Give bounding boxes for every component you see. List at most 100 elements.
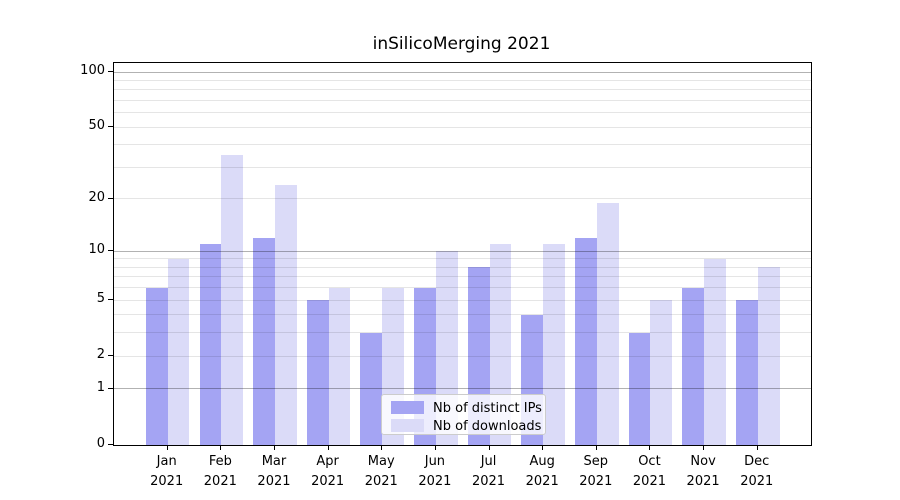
x-tick-label-year: 2021: [471, 474, 506, 489]
y-tick-label-20: 20: [88, 189, 105, 205]
x-tick-label-year: 2021: [364, 474, 398, 489]
bar-ips-sep: [575, 237, 597, 445]
x-tick-label-year: 2021: [740, 474, 774, 489]
y-tick-label-10: 10: [88, 242, 105, 258]
y-tick-mark-10: [108, 250, 113, 252]
x-tick-label-year: 2021: [632, 474, 666, 489]
gridline-80: [114, 89, 811, 91]
gridline-60: [114, 112, 811, 114]
x-tick-label-jun: Jun 2021: [403, 452, 467, 492]
x-tick-label-year: 2021: [311, 474, 345, 489]
grid-layer: [114, 63, 811, 445]
x-tick-label-month: Apr: [316, 454, 339, 469]
gridline-20: [114, 198, 811, 200]
bar-ips-nov: [682, 287, 705, 445]
x-tick-label-year: 2021: [150, 474, 184, 489]
legend-item-downloads: Nb of downloads: [391, 416, 545, 434]
legend-swatch-downloads: [391, 419, 424, 432]
gridline-3: [114, 332, 811, 334]
bar-downloads-nov: [704, 258, 726, 445]
gridline-1: [114, 388, 811, 390]
x-tick-label-aug: Aug 2021: [510, 452, 574, 492]
gridline-6: [114, 287, 811, 289]
y-tick-mark-1: [108, 387, 113, 389]
x-tick-label-dec: Dec 2021: [725, 452, 789, 492]
bar-downloads-apr: [328, 287, 351, 445]
gridline-90: [114, 79, 811, 81]
gridline-100: [114, 71, 811, 73]
gridline-7: [114, 276, 811, 278]
bar-ips-may: [360, 332, 383, 445]
x-tick-mark-dec: [756, 445, 758, 450]
x-tick-label-jan: Jan 2021: [135, 452, 199, 492]
gridline-30: [114, 166, 811, 168]
bar-downloads-dec: [757, 267, 780, 445]
bar-ips-dec: [735, 300, 758, 445]
gridline-40: [114, 144, 811, 146]
x-tick-label-month: Jan: [156, 454, 177, 469]
gridline-10: [114, 250, 811, 252]
x-tick-label-apr: Apr 2021: [296, 452, 360, 492]
y-tick-label-1: 1: [96, 379, 105, 395]
x-tick-label-month: Jun: [424, 454, 446, 469]
x-tick-label-year: 2021: [418, 474, 452, 489]
bar-ips-feb: [199, 244, 222, 445]
x-tick-mark-apr: [327, 445, 329, 450]
y-tick-label-0: 0: [96, 436, 105, 451]
x-tick-label-month: Nov: [690, 454, 716, 469]
x-tick-label-month: Mar: [261, 454, 287, 469]
y-tick-label-50: 50: [88, 118, 105, 134]
x-tick-mark-jul: [488, 445, 490, 450]
x-tick-label-nov: Nov 2021: [671, 452, 735, 492]
x-tick-label-sep: Sep 2021: [564, 452, 628, 492]
x-tick-mark-aug: [542, 445, 544, 450]
gridline-8: [114, 266, 811, 268]
x-tick-label-feb: Feb 2021: [188, 452, 252, 492]
gridline-70: [114, 99, 811, 101]
bar-downloads-feb: [221, 155, 244, 445]
x-tick-label-mar: Mar 2021: [242, 452, 306, 492]
legend-item-distinct-ips: Nb of distinct IPs: [391, 398, 545, 416]
x-tick-label-month: Sep: [583, 454, 609, 469]
x-tick-label-year: 2021: [257, 474, 291, 489]
gridline-4: [114, 314, 811, 316]
x-tick-mark-mar: [273, 445, 275, 450]
bar-downloads-jan: [167, 258, 190, 445]
y-tick-mark-2: [108, 355, 113, 357]
y-tick-mark-0: [108, 444, 113, 445]
x-tick-label-month: Aug: [529, 454, 555, 469]
gridline-9: [114, 258, 811, 260]
x-tick-label-month: Dec: [744, 454, 770, 469]
x-tick-label-month: Jul: [480, 454, 497, 469]
x-tick-label-year: 2021: [203, 474, 237, 489]
y-tick-label-5: 5: [96, 291, 105, 307]
x-tick-mark-sep: [595, 445, 597, 450]
x-tick-label-year: 2021: [579, 474, 613, 489]
bar-ips-apr: [306, 300, 329, 445]
bar-downloads-mar: [274, 184, 297, 445]
x-tick-mark-nov: [703, 445, 705, 450]
x-tick-label-month: Feb: [208, 454, 232, 469]
legend-swatch-distinct-ips: [391, 401, 424, 414]
x-tick-label-month: May: [367, 454, 395, 469]
x-tick-label-year: 2021: [686, 474, 720, 489]
x-tick-label-oct: Oct 2021: [617, 452, 681, 492]
x-tick-label-year: 2021: [525, 474, 559, 489]
y-tick-label-100: 100: [80, 63, 105, 79]
bar-downloads-oct: [650, 300, 673, 445]
y-tick-mark-100: [108, 71, 113, 73]
x-tick-mark-jan: [166, 445, 168, 450]
legend-label-distinct-ips: Nb of distinct IPs: [433, 401, 542, 416]
y-tick-mark-50: [108, 126, 113, 128]
bar-downloads-aug: [543, 244, 565, 445]
legend-label-downloads: Nb of downloads: [433, 419, 542, 434]
y-tick-mark-5: [108, 299, 113, 301]
x-tick-mark-oct: [649, 445, 651, 450]
bar-ips-mar: [253, 237, 275, 445]
x-tick-mark-feb: [220, 445, 222, 450]
legend: Nb of distinct IPs Nb of downloads: [381, 394, 546, 435]
bar-ips-jan: [145, 287, 168, 445]
bar-downloads-sep: [596, 202, 619, 445]
x-tick-mark-jun: [434, 445, 436, 450]
